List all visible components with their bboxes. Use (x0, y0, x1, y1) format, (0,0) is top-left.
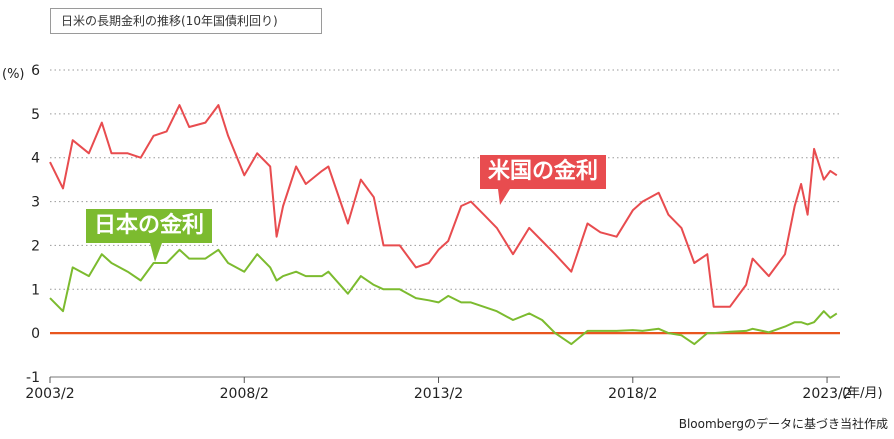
x-axis-ticks: 2003/2 2008/2 2013/2 2018/2 2023/2 (25, 377, 852, 402)
y-tick-label: 4 (31, 151, 40, 167)
japan-rate-label-text: 日本の金利 (94, 213, 205, 238)
us-rate-line (49, 104, 838, 308)
x-tick-label: 2003/2 (25, 386, 74, 402)
us-label-pointer (498, 189, 510, 205)
series-lines (49, 104, 838, 346)
chart-title: 日米の長期金利の推移(10年国債利回り) (61, 14, 278, 28)
x-tick-label: 2008/2 (220, 386, 269, 402)
y-tick-label: 2 (31, 238, 40, 254)
japan-label-pointer (150, 243, 162, 262)
x-tick-label: 2013/2 (414, 386, 463, 402)
x-tick-label: 2023/2 (802, 386, 851, 402)
chart-title-box: 日米の長期金利の推移(10年国債利回り) (50, 8, 322, 34)
x-axis-unit: (年/月) (842, 386, 883, 401)
us-rate-label-text: 米国の金利 (488, 159, 599, 184)
japan-rate-line (49, 248, 838, 346)
y-tick-label: 1 (31, 282, 40, 298)
y-tick-label: 5 (31, 107, 40, 123)
y-axis-unit: (%) (2, 67, 25, 82)
y-tick-label: 3 (31, 195, 40, 211)
y-axis-ticks: -1 0 1 2 3 4 5 6 (26, 63, 40, 386)
x-tick-label: 2018/2 (608, 386, 657, 402)
japan-rate-label: 日本の金利 (86, 209, 213, 243)
y-tick-label: 0 (31, 326, 40, 342)
source-note: Bloombergのデータに基づき当社作成 (678, 417, 888, 431)
y-tick-label: -1 (26, 370, 40, 386)
us-rate-label: 米国の金利 (480, 155, 607, 189)
y-tick-label: 6 (31, 63, 40, 79)
